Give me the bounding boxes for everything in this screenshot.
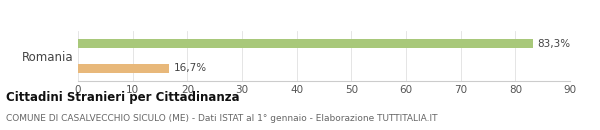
Bar xyxy=(78,64,169,73)
Text: Cittadini Stranieri per Cittadinanza: Cittadini Stranieri per Cittadinanza xyxy=(6,91,239,104)
Text: 83,3%: 83,3% xyxy=(538,39,571,48)
Bar xyxy=(78,39,533,48)
Text: 16,7%: 16,7% xyxy=(173,63,207,73)
Text: COMUNE DI CASALVECCHIO SICULO (ME) - Dati ISTAT al 1° gennaio - Elaborazione TUT: COMUNE DI CASALVECCHIO SICULO (ME) - Dat… xyxy=(6,114,437,123)
